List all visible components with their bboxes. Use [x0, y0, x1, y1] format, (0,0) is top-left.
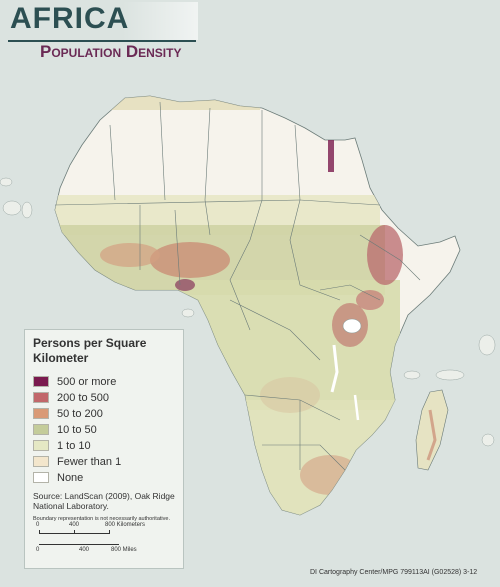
legend-item: 10 to 50	[33, 422, 175, 437]
scale-line-mi	[39, 544, 119, 545]
islands	[0, 177, 496, 447]
scale-mi-800: 800 Miles	[111, 547, 137, 553]
lake-victoria	[342, 318, 362, 334]
map-title: AFRICA	[10, 2, 130, 35]
map-credit: DI Cartography Center/MPG 799113AI (G025…	[310, 569, 478, 576]
legend-item: Fewer than 1	[33, 454, 175, 469]
legend-swatch	[33, 408, 49, 419]
legend-item: 50 to 200	[33, 406, 175, 421]
legend-swatch	[33, 376, 49, 387]
scale-tick	[74, 530, 75, 534]
legend-label: 50 to 200	[57, 407, 103, 420]
legend-item: 500 or more	[33, 374, 175, 389]
legend-swatch	[33, 392, 49, 403]
scale-km-800: 800 Kilometers	[105, 522, 146, 528]
lake-tanganyika	[330, 344, 339, 393]
legend-label: 10 to 50	[57, 423, 97, 436]
source-note: Source: LandScan (2009), Oak Ridge Natio…	[33, 491, 175, 511]
scale-km-400: 400	[69, 522, 80, 528]
country-borders	[54, 101, 421, 471]
map-subtitle: Population Density	[40, 42, 182, 61]
scale-bar: 0 400 800 Kilometers 0 400 800 Miles	[33, 522, 175, 562]
legend-item: 200 to 500	[33, 390, 175, 405]
legend-swatch	[33, 424, 49, 435]
title-decoration	[8, 2, 198, 40]
legend-swatch	[33, 440, 49, 451]
legend-item: 1 to 10	[33, 438, 175, 453]
boundary-disclaimer: Boundary representation is not necessari…	[33, 516, 170, 522]
legend-label: 1 to 10	[57, 439, 91, 452]
legend-label: Fewer than 1	[57, 455, 122, 468]
legend-swatch	[33, 472, 49, 483]
legend-swatch	[33, 456, 49, 467]
scale-tick	[109, 530, 110, 534]
scale-mi-0: 0	[36, 547, 40, 553]
scale-tick	[39, 530, 40, 534]
legend-title: Persons per Square Kilometer	[33, 336, 147, 365]
scale-mi-400: 400	[79, 547, 90, 553]
legend-item: None	[33, 470, 175, 485]
legend-label: None	[57, 471, 84, 484]
lake-malawi	[353, 394, 360, 421]
title-underline	[8, 40, 196, 42]
legend: Persons per Square Kilometer 500 or more…	[24, 329, 184, 569]
legend-items: 500 or more 200 to 500 50 to 200 10 to 50 1 …	[33, 374, 175, 485]
legend-label: 500 or more	[57, 375, 117, 388]
scale-km-0: 0	[36, 522, 40, 528]
legend-label: 200 to 500	[57, 391, 109, 404]
